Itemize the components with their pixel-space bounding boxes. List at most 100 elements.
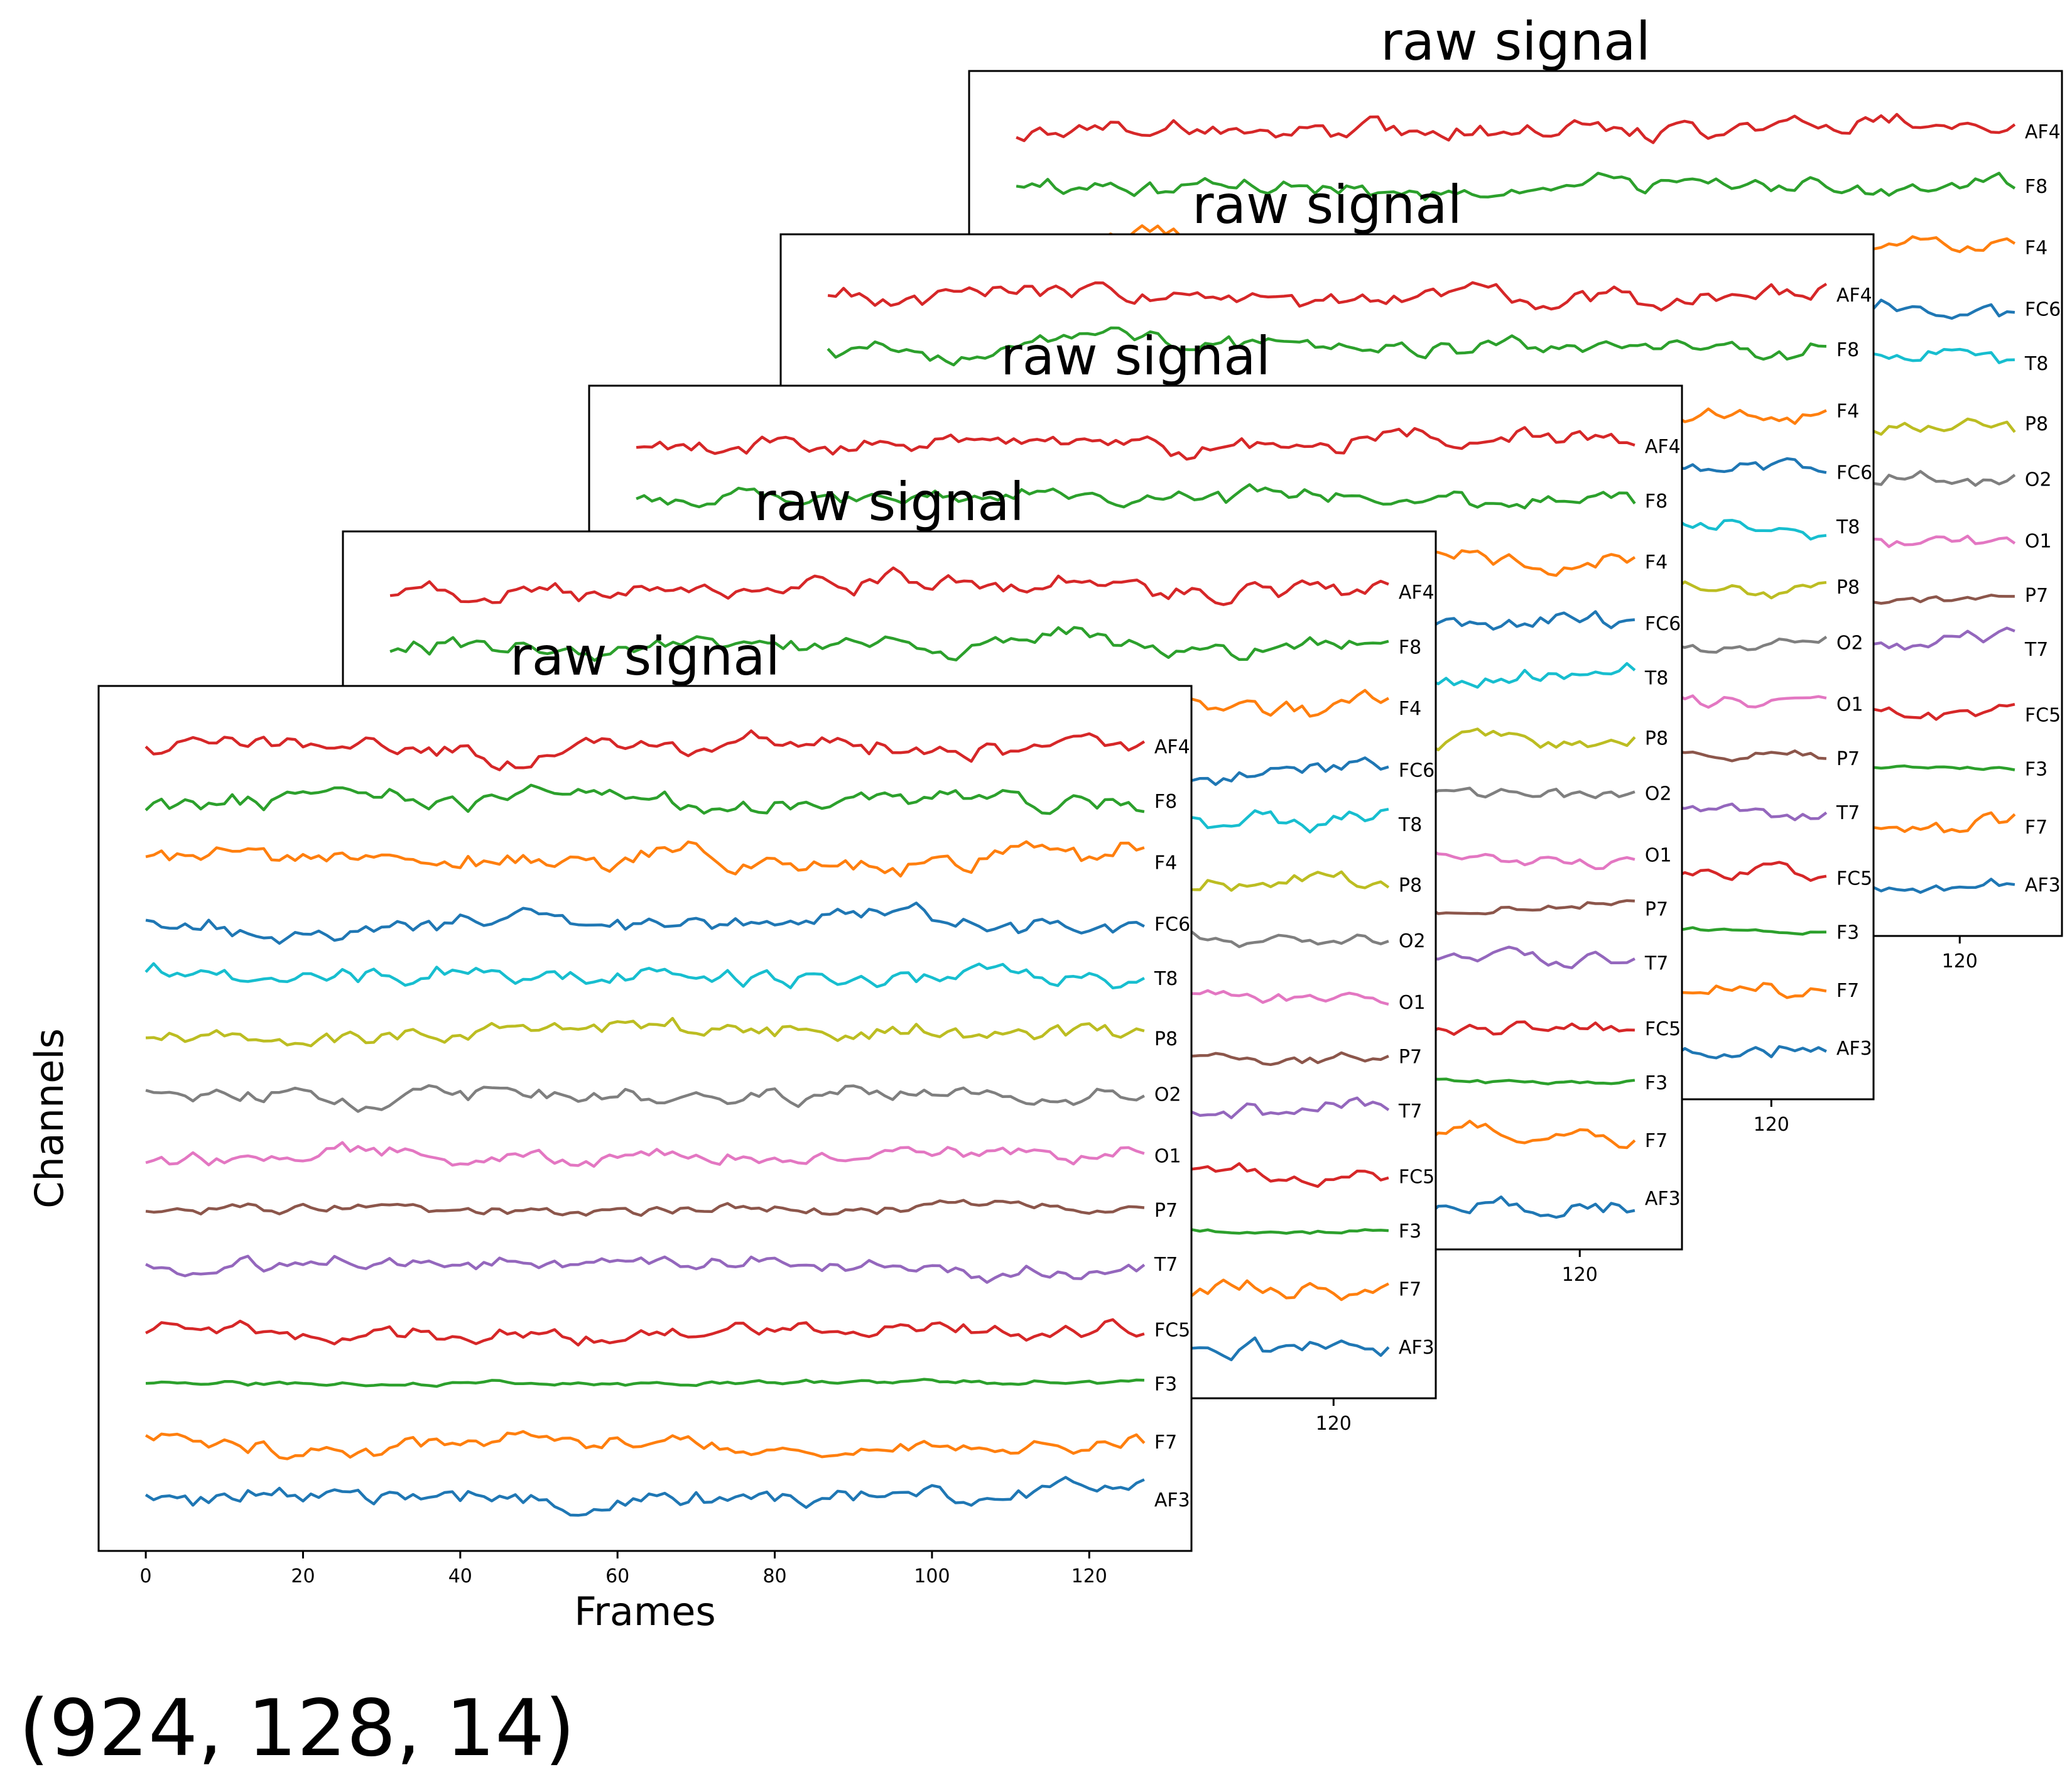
- x-tick-label: 40: [448, 1565, 472, 1587]
- channel-label-f8: F8: [1836, 339, 1859, 361]
- channel-label-t7: T7: [1836, 802, 1860, 824]
- channel-label-t7: T7: [1644, 953, 1668, 975]
- channel-trace-p8: [146, 1016, 1145, 1048]
- channel-label-f3: F3: [2025, 759, 2048, 781]
- channel-trace-f8: [1016, 171, 2016, 202]
- x-axis-label: Frames: [574, 1589, 715, 1634]
- channel-trace-af4: [1016, 112, 2016, 144]
- channel-trace-t7: [145, 1254, 1146, 1284]
- channel-label-t8: T8: [1154, 968, 1178, 990]
- channel-label-o1: O1: [1836, 694, 1863, 716]
- channel-label-f8: F8: [2025, 176, 2048, 198]
- channel-label-p8: P8: [1645, 727, 1668, 749]
- x-tick-label: 120: [1316, 1413, 1352, 1435]
- x-tick-label: 120: [1071, 1565, 1107, 1587]
- channel-label-fc6: FC6: [1645, 613, 1681, 635]
- x-tick-label: 20: [291, 1565, 315, 1587]
- channel-trace-f3: [146, 1378, 1144, 1388]
- channel-label-af4: AF4: [1399, 582, 1435, 604]
- channel-label-o1: O1: [2025, 531, 2052, 553]
- panel-title: raw signal: [510, 626, 780, 687]
- channel-label-fc5: FC5: [1645, 1018, 1681, 1040]
- channel-label-p7: P7: [1645, 899, 1668, 921]
- channel-label-af4: AF4: [1836, 285, 1872, 307]
- array-shape-caption: (924, 128, 14): [19, 1683, 575, 1774]
- channel-trace-af4: [827, 281, 1828, 312]
- channel-label-af4: AF4: [1154, 736, 1190, 758]
- channel-trace-f4: [145, 840, 1145, 878]
- channel-label-fc5: FC5: [1836, 867, 1872, 889]
- x-tick-label: 120: [1562, 1264, 1598, 1286]
- channel-label-f3: F3: [1836, 922, 1859, 944]
- channel-label-t7: T7: [2024, 639, 2048, 661]
- channel-trace-t8: [144, 962, 1145, 990]
- panel-title: raw signal: [1192, 174, 1462, 236]
- channel-trace-p7: [145, 1199, 1145, 1217]
- channel-trace-fc5: [145, 1318, 1145, 1347]
- channel-label-p7: P7: [1154, 1200, 1178, 1222]
- panel-frame: [97, 685, 1193, 1552]
- channel-label-af4: AF4: [2025, 121, 2061, 143]
- channel-label-t8: T8: [1836, 516, 1860, 538]
- channel-label-f7: F7: [1836, 980, 1859, 1002]
- channel-label-o1: O1: [1645, 845, 1672, 867]
- channel-label-f7: F7: [2025, 817, 2048, 839]
- channel-trace-af3: [144, 1476, 1145, 1517]
- channel-trace-f8: [827, 326, 1826, 367]
- channel-label-o1: O1: [1399, 992, 1426, 1014]
- channel-label-f8: F8: [1154, 791, 1177, 813]
- channel-label-p8: P8: [1836, 577, 1860, 599]
- panel-title: raw signal: [754, 471, 1024, 533]
- channel-label-fc5: FC5: [2025, 704, 2061, 726]
- y-axis-label: Channels: [26, 1028, 72, 1209]
- channel-trace-o1: [145, 1141, 1145, 1168]
- x-tick-label: 100: [914, 1565, 950, 1587]
- channel-label-p7: P7: [2025, 585, 2048, 607]
- channel-label-af3: AF3: [2025, 874, 2061, 896]
- channel-trace-af4: [389, 566, 1389, 606]
- channel-label-fc6: FC6: [1154, 914, 1190, 936]
- channel-label-t8: T8: [1398, 814, 1422, 836]
- channel-label-f8: F8: [1399, 636, 1421, 658]
- channel-label-p7: P7: [1836, 748, 1860, 770]
- channel-label-o2: O2: [1645, 783, 1672, 805]
- channel-label-o2: O2: [1399, 930, 1426, 952]
- channel-label-t8: T8: [2024, 353, 2048, 375]
- x-tick-label: 60: [605, 1565, 629, 1587]
- channel-label-af3: AF3: [1836, 1038, 1872, 1060]
- channel-label-af3: AF3: [1645, 1188, 1681, 1210]
- channel-label-t7: T7: [1398, 1101, 1422, 1123]
- channel-trace-af4: [636, 426, 1635, 461]
- x-tick-label: 80: [762, 1565, 786, 1587]
- channel-label-f7: F7: [1399, 1279, 1421, 1301]
- channel-trace-f8: [144, 783, 1145, 815]
- channel-trace-f8: [636, 483, 1636, 509]
- channel-trace-af4: [144, 729, 1146, 771]
- channel-label-f4: F4: [1836, 400, 1859, 422]
- channel-trace-f7: [144, 1430, 1146, 1460]
- x-tick-label: 120: [1754, 1114, 1789, 1136]
- channel-label-fc6: FC6: [1836, 462, 1872, 484]
- channel-label-f4: F4: [2025, 237, 2048, 259]
- channel-label-o2: O2: [1154, 1084, 1181, 1106]
- channel-label-fc6: FC6: [2025, 299, 2061, 321]
- channel-trace-fc6: [145, 901, 1145, 945]
- channel-label-fc6: FC6: [1399, 759, 1435, 781]
- channel-trace-o2: [145, 1084, 1145, 1113]
- channel-label-p8: P8: [1399, 874, 1422, 896]
- channel-trace-f8: [389, 626, 1389, 662]
- channel-label-f7: F7: [1645, 1130, 1668, 1152]
- channel-label-o2: O2: [2025, 469, 2052, 491]
- channel-label-af4: AF4: [1645, 436, 1681, 458]
- channel-label-af3: AF3: [1154, 1489, 1190, 1511]
- channel-label-p7: P7: [1399, 1047, 1422, 1069]
- channel-label-f8: F8: [1645, 491, 1668, 513]
- panel-title: raw signal: [1001, 325, 1271, 387]
- channel-label-f4: F4: [1399, 698, 1421, 720]
- channel-label-t8: T8: [1644, 667, 1668, 689]
- channel-label-f4: F4: [1645, 552, 1668, 574]
- channel-label-f3: F3: [1399, 1221, 1421, 1243]
- panel-title: raw signal: [1380, 11, 1651, 72]
- panel-5: raw signal AF4 F8 F4 FC6 T8 P8 O2 O1 P7 T7 FC5 F3 F7 A…: [26, 626, 1193, 1634]
